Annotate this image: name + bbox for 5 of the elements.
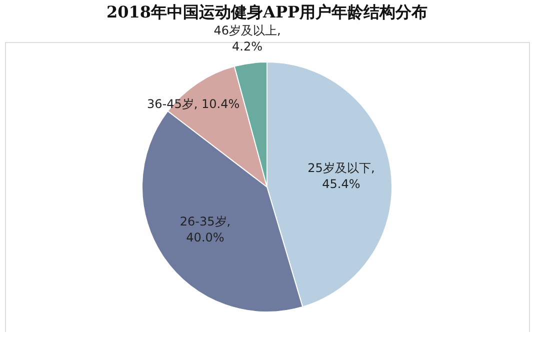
slice-label: 46岁及以上, 4.2%	[214, 23, 281, 54]
slice-label: 25岁及以下, 45.4%	[308, 161, 375, 192]
chart-title: 2018年中国运动健身APP用户年龄结构分布	[106, 2, 428, 22]
slice-label: 26-35岁, 40.0%	[180, 214, 231, 245]
slice-label: 36-45岁, 10.4%	[147, 96, 240, 111]
